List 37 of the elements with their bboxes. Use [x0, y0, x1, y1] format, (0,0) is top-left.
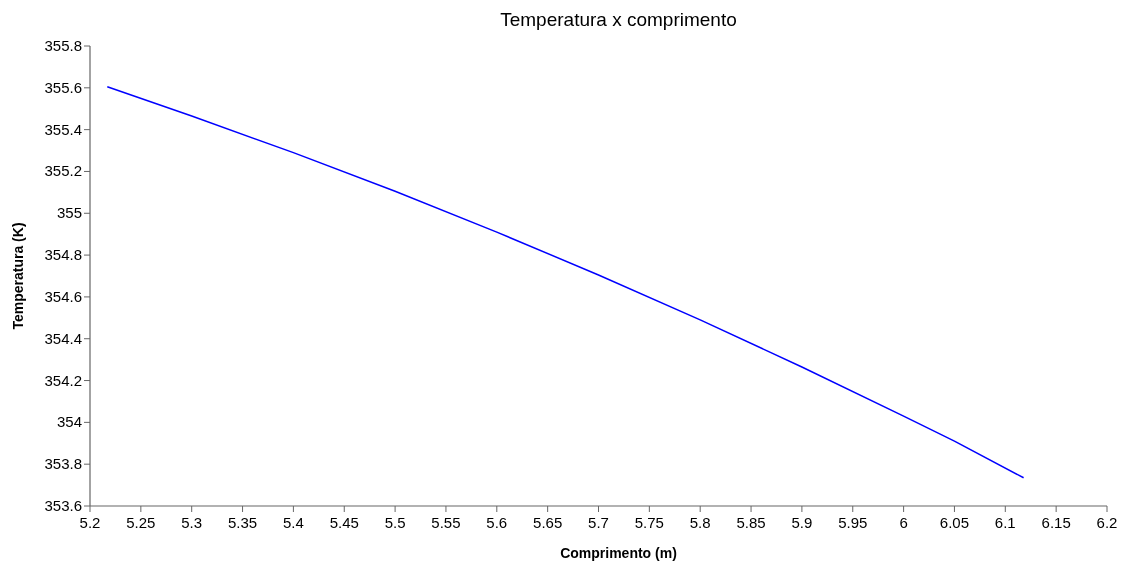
x-tick-label: 6 [899, 514, 908, 531]
x-tick-label: 5.95 [838, 514, 868, 531]
x-tick-label: 6.1 [994, 514, 1016, 531]
x-tick-label: 5.65 [533, 514, 563, 531]
y-tick-label: 353.8 [44, 455, 82, 473]
x-axis-title: Comprimento (m) [560, 545, 677, 561]
y-tick-label: 354.4 [44, 329, 82, 347]
x-tick-label: 6.05 [939, 514, 970, 531]
x-tick-label: 5.8 [689, 514, 711, 531]
y-tick-label: 355.6 [44, 78, 82, 96]
y-tick-label: 354.2 [44, 371, 82, 389]
y-axis-title: Temperatura (K) [10, 222, 26, 330]
x-tick-label: 6.15 [1041, 514, 1071, 531]
line-series [106, 86, 1025, 479]
x-tick-label: 5.75 [634, 514, 664, 531]
x-tick-label: 5.6 [486, 514, 508, 531]
x-tick-label: 5.4 [282, 514, 304, 531]
x-tick-label: 5.45 [329, 514, 359, 531]
x-tick-label: 5.85 [736, 514, 766, 531]
x-tick-label: 5.35 [227, 514, 258, 531]
x-tick-label: 5.3 [181, 514, 203, 531]
x-tick-label: 5.9 [791, 514, 813, 531]
chart-title: Temperatura x comprimento [500, 9, 737, 30]
x-tick-label: 5.5 [384, 514, 406, 531]
x-tick-label: 5.7 [588, 514, 609, 531]
y-tick-label: 355.2 [44, 162, 82, 180]
y-tick-label: 354.6 [44, 287, 82, 305]
x-tick-label: 5.55 [431, 514, 461, 531]
y-tick-label: 355 [56, 204, 82, 222]
y-tick-label: 355.8 [44, 37, 82, 54]
x-tick-label: 6.2 [1096, 514, 1118, 531]
y-tick-label: 354 [56, 413, 82, 431]
y-tick-label: 354.8 [44, 246, 82, 264]
x-tick-label: 5.25 [126, 514, 156, 531]
x-tick-label: 5.2 [79, 514, 101, 531]
y-tick-label: 353.6 [44, 497, 82, 514]
y-tick-label: 355.4 [44, 120, 82, 138]
